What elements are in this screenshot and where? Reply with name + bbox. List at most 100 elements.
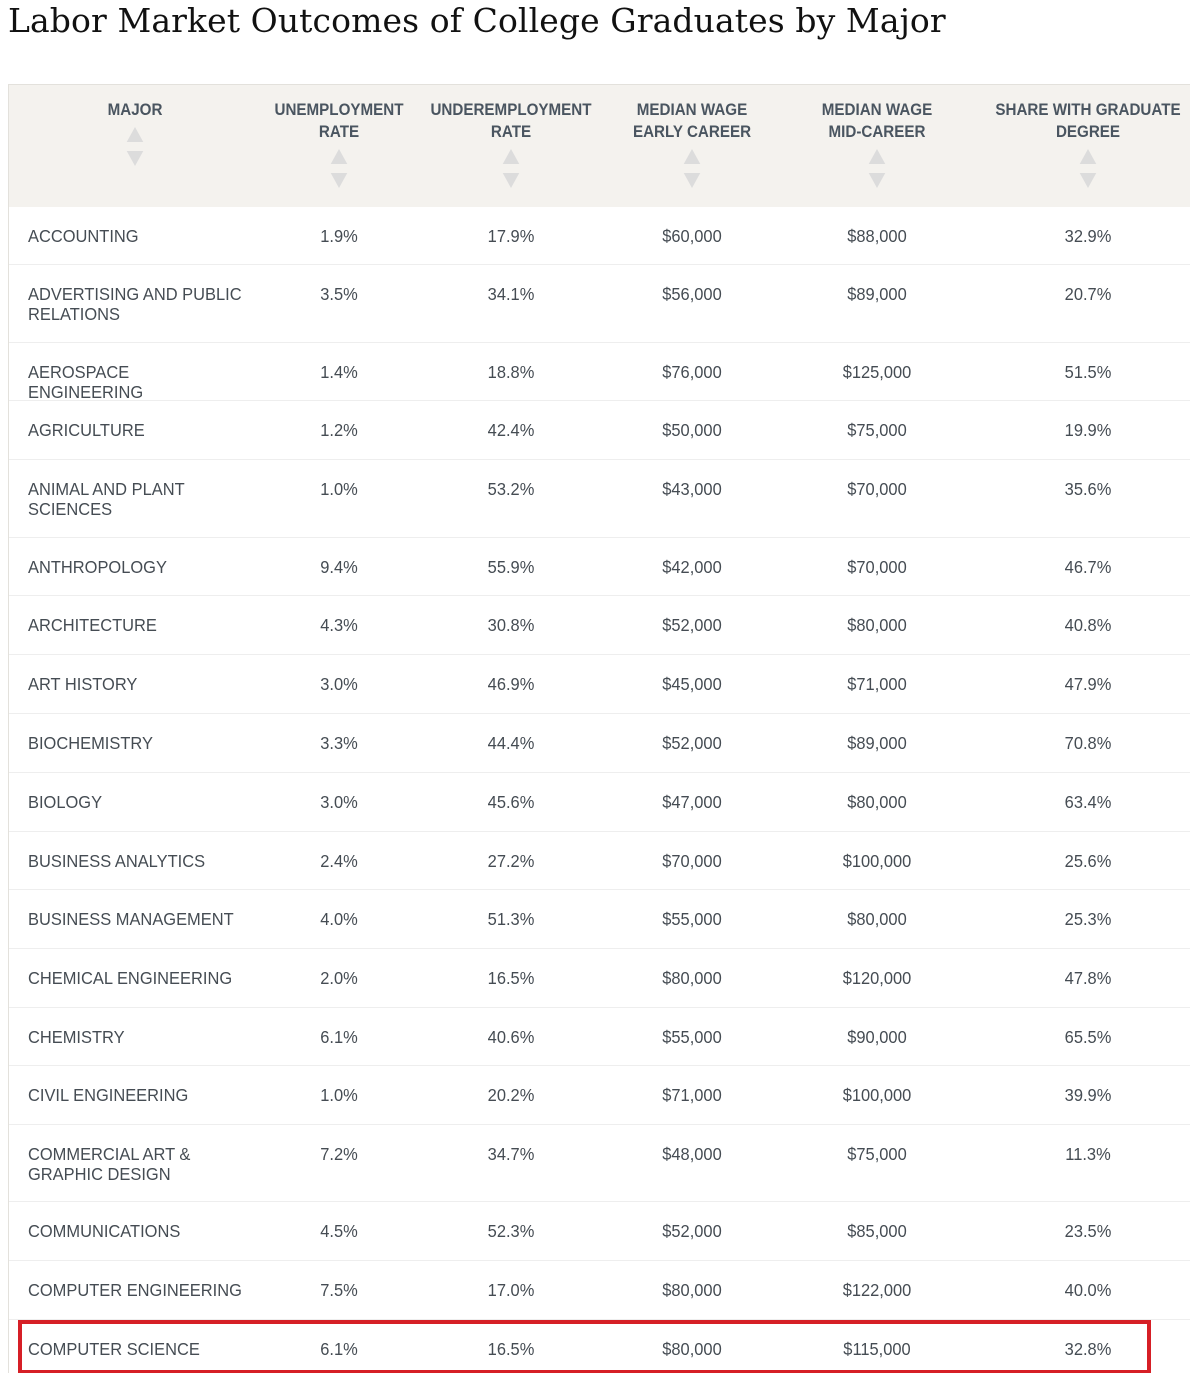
cell-grad-degree: 40.0% [1064, 1280, 1112, 1300]
sort-descending-icon[interactable] [683, 173, 701, 188]
cell-underemployment: 45.6% [487, 792, 535, 812]
sort-ascending-icon[interactable] [868, 149, 886, 164]
cell-major: ARCHITECTURE [28, 615, 157, 635]
cell-grad-degree: 23.5% [1064, 1221, 1112, 1241]
cell-grad-degree: 40.8% [1064, 615, 1112, 635]
sort-descending-icon[interactable] [330, 173, 348, 188]
cell-underemployment: 42.4% [487, 420, 535, 440]
cell-underemployment: 16.5% [487, 968, 535, 988]
cell-wage-early: $43,000 [662, 479, 722, 499]
cell-unemployment: 2.4% [320, 851, 358, 871]
cell-major: COMPUTER SCIENCE [28, 1339, 200, 1359]
table-header: MAJOR UNEMPLOYMENT RATE UNDEREMPLOYMENT RA… [9, 84, 1190, 207]
sort-control[interactable] [776, 149, 978, 188]
table-row: BUSINESS MANAGEMENT 4.0% 51.3% $55,000 $80,0… [9, 890, 1190, 949]
cell-grad-degree: 32.8% [1064, 1339, 1112, 1359]
cell-grad-degree: 70.8% [1064, 733, 1112, 753]
sort-descending-icon[interactable] [126, 151, 144, 166]
column-header-label: MEDIAN WAGE MID-CAREER [821, 101, 933, 141]
cell-wage-mid: $85,000 [847, 1221, 907, 1241]
cell-unemployment: 3.5% [320, 284, 358, 304]
cell-underemployment: 27.2% [487, 851, 535, 871]
table-row: COMMERCIAL ART & GRAPHIC DESIGN 7.2% 34.7%… [9, 1125, 1190, 1202]
column-header-underemployment[interactable]: UNDEREMPLOYMENT RATE [410, 99, 612, 188]
column-header-label: MEDIAN WAGE EARLY CAREER [632, 101, 752, 141]
sort-descending-icon[interactable] [868, 173, 886, 188]
cell-unemployment: 1.4% [320, 362, 358, 382]
cell-wage-early: $71,000 [662, 1085, 722, 1105]
cell-wage-mid: $100,000 [842, 1085, 912, 1105]
cell-grad-degree: 47.8% [1064, 968, 1112, 988]
cell-wage-mid: $115,000 [843, 1339, 911, 1359]
cell-major: AGRICULTURE [28, 420, 145, 440]
cell-grad-degree: 20.7% [1064, 284, 1112, 304]
sort-control[interactable] [591, 149, 793, 188]
cell-wage-mid: $70,000 [847, 479, 907, 499]
cell-underemployment: 30.8% [487, 615, 535, 635]
sort-ascending-icon[interactable] [330, 149, 348, 164]
sort-ascending-icon[interactable] [1079, 149, 1097, 164]
table-row: BUSINESS ANALYTICS 2.4% 27.2% $70,000 $100,0… [9, 832, 1190, 890]
cell-wage-mid: $88,000 [847, 226, 907, 246]
cell-underemployment: 16.5% [487, 1339, 535, 1359]
cell-major: CIVIL ENGINEERING [28, 1085, 189, 1105]
cell-major: ANTHROPOLOGY [28, 557, 167, 577]
cell-grad-degree: 25.3% [1064, 909, 1112, 929]
cell-grad-degree: 35.6% [1064, 479, 1112, 499]
sort-control[interactable] [410, 149, 612, 188]
sort-ascending-icon[interactable] [502, 149, 520, 164]
cell-grad-degree: 39.9% [1064, 1085, 1112, 1105]
sort-ascending-icon[interactable] [126, 127, 144, 142]
cell-major: ADVERTISING AND PUBLIC RELATIONS [28, 284, 242, 324]
cell-wage-early: $56,000 [662, 284, 722, 304]
cell-major: ANIMAL AND PLANT SCIENCES [28, 479, 185, 519]
cell-unemployment: 3.0% [320, 674, 358, 694]
table-row: COMPUTER ENGINEERING 7.5% 17.0% $80,000 $122… [9, 1261, 1190, 1320]
cell-unemployment: 1.0% [320, 479, 358, 499]
cell-major: BUSINESS MANAGEMENT [28, 909, 234, 929]
column-header-label: UNDEREMPLOYMENT RATE [430, 101, 592, 141]
cell-grad-degree: 46.7% [1064, 557, 1112, 577]
table-row: CHEMISTRY 6.1% 40.6% $55,000 $90,000 65.5% [9, 1008, 1190, 1066]
cell-wage-mid: $80,000 [847, 909, 907, 929]
cell-unemployment: 6.1% [320, 1339, 358, 1359]
sort-ascending-icon[interactable] [683, 149, 701, 164]
cell-wage-mid: $75,000 [847, 1144, 907, 1164]
column-header-unemployment[interactable]: UNEMPLOYMENT RATE [238, 99, 440, 188]
table-row: AEROSPACE ENGINEERING 1.4% 18.8% $76,000 $12… [9, 343, 1190, 402]
cell-wage-mid: $120,000 [842, 968, 912, 988]
cell-unemployment: 3.3% [320, 733, 358, 753]
sort-descending-icon[interactable] [502, 173, 520, 188]
cell-wage-mid: $75,000 [847, 420, 907, 440]
cell-wage-early: $47,000 [662, 792, 722, 812]
table-row: COMPUTER SCIENCE 6.1% 16.5% $80,000 $115,000… [9, 1320, 1190, 1373]
cell-wage-early: $80,000 [662, 1280, 722, 1300]
sort-control[interactable] [238, 149, 440, 188]
column-header-wage-early[interactable]: MEDIAN WAGE EARLY CAREER [591, 99, 793, 188]
table-row: ANIMAL AND PLANT SCIENCES 1.0% 53.2% $43,00… [9, 460, 1190, 538]
cell-underemployment: 44.4% [487, 733, 535, 753]
sort-control[interactable] [34, 127, 236, 166]
cell-underemployment: 52.3% [487, 1221, 535, 1241]
table-row: COMMUNICATIONS 4.5% 52.3% $52,000 $85,000 23.… [9, 1202, 1190, 1261]
table-row: ANTHROPOLOGY 9.4% 55.9% $42,000 $70,000 46.7% [9, 538, 1190, 596]
cell-major: AEROSPACE ENGINEERING [28, 362, 144, 402]
cell-grad-degree: 63.4% [1064, 792, 1112, 812]
cell-underemployment: 46.9% [487, 674, 535, 694]
column-header-grad-degree[interactable]: SHARE WITH GRADUATE DEGREE [987, 99, 1189, 188]
sort-control[interactable] [987, 149, 1189, 188]
cell-wage-early: $52,000 [662, 1221, 722, 1241]
cell-wage-mid: $122,000 [842, 1280, 912, 1300]
cell-underemployment: 53.2% [487, 479, 535, 499]
column-header-label: UNEMPLOYMENT RATE [274, 101, 404, 141]
cell-underemployment: 51.3% [487, 909, 535, 929]
cell-wage-mid: $125,000 [842, 362, 912, 382]
cell-underemployment: 40.6% [487, 1027, 535, 1047]
cell-unemployment: 7.2% [320, 1144, 358, 1164]
column-header-major[interactable]: MAJOR [34, 99, 236, 166]
sort-descending-icon[interactable] [1079, 173, 1097, 188]
column-header-wage-mid[interactable]: MEDIAN WAGE MID-CAREER [776, 99, 978, 188]
cell-unemployment: 4.3% [320, 615, 358, 635]
cell-unemployment: 1.9% [320, 226, 358, 246]
cell-wage-early: $48,000 [662, 1144, 722, 1164]
